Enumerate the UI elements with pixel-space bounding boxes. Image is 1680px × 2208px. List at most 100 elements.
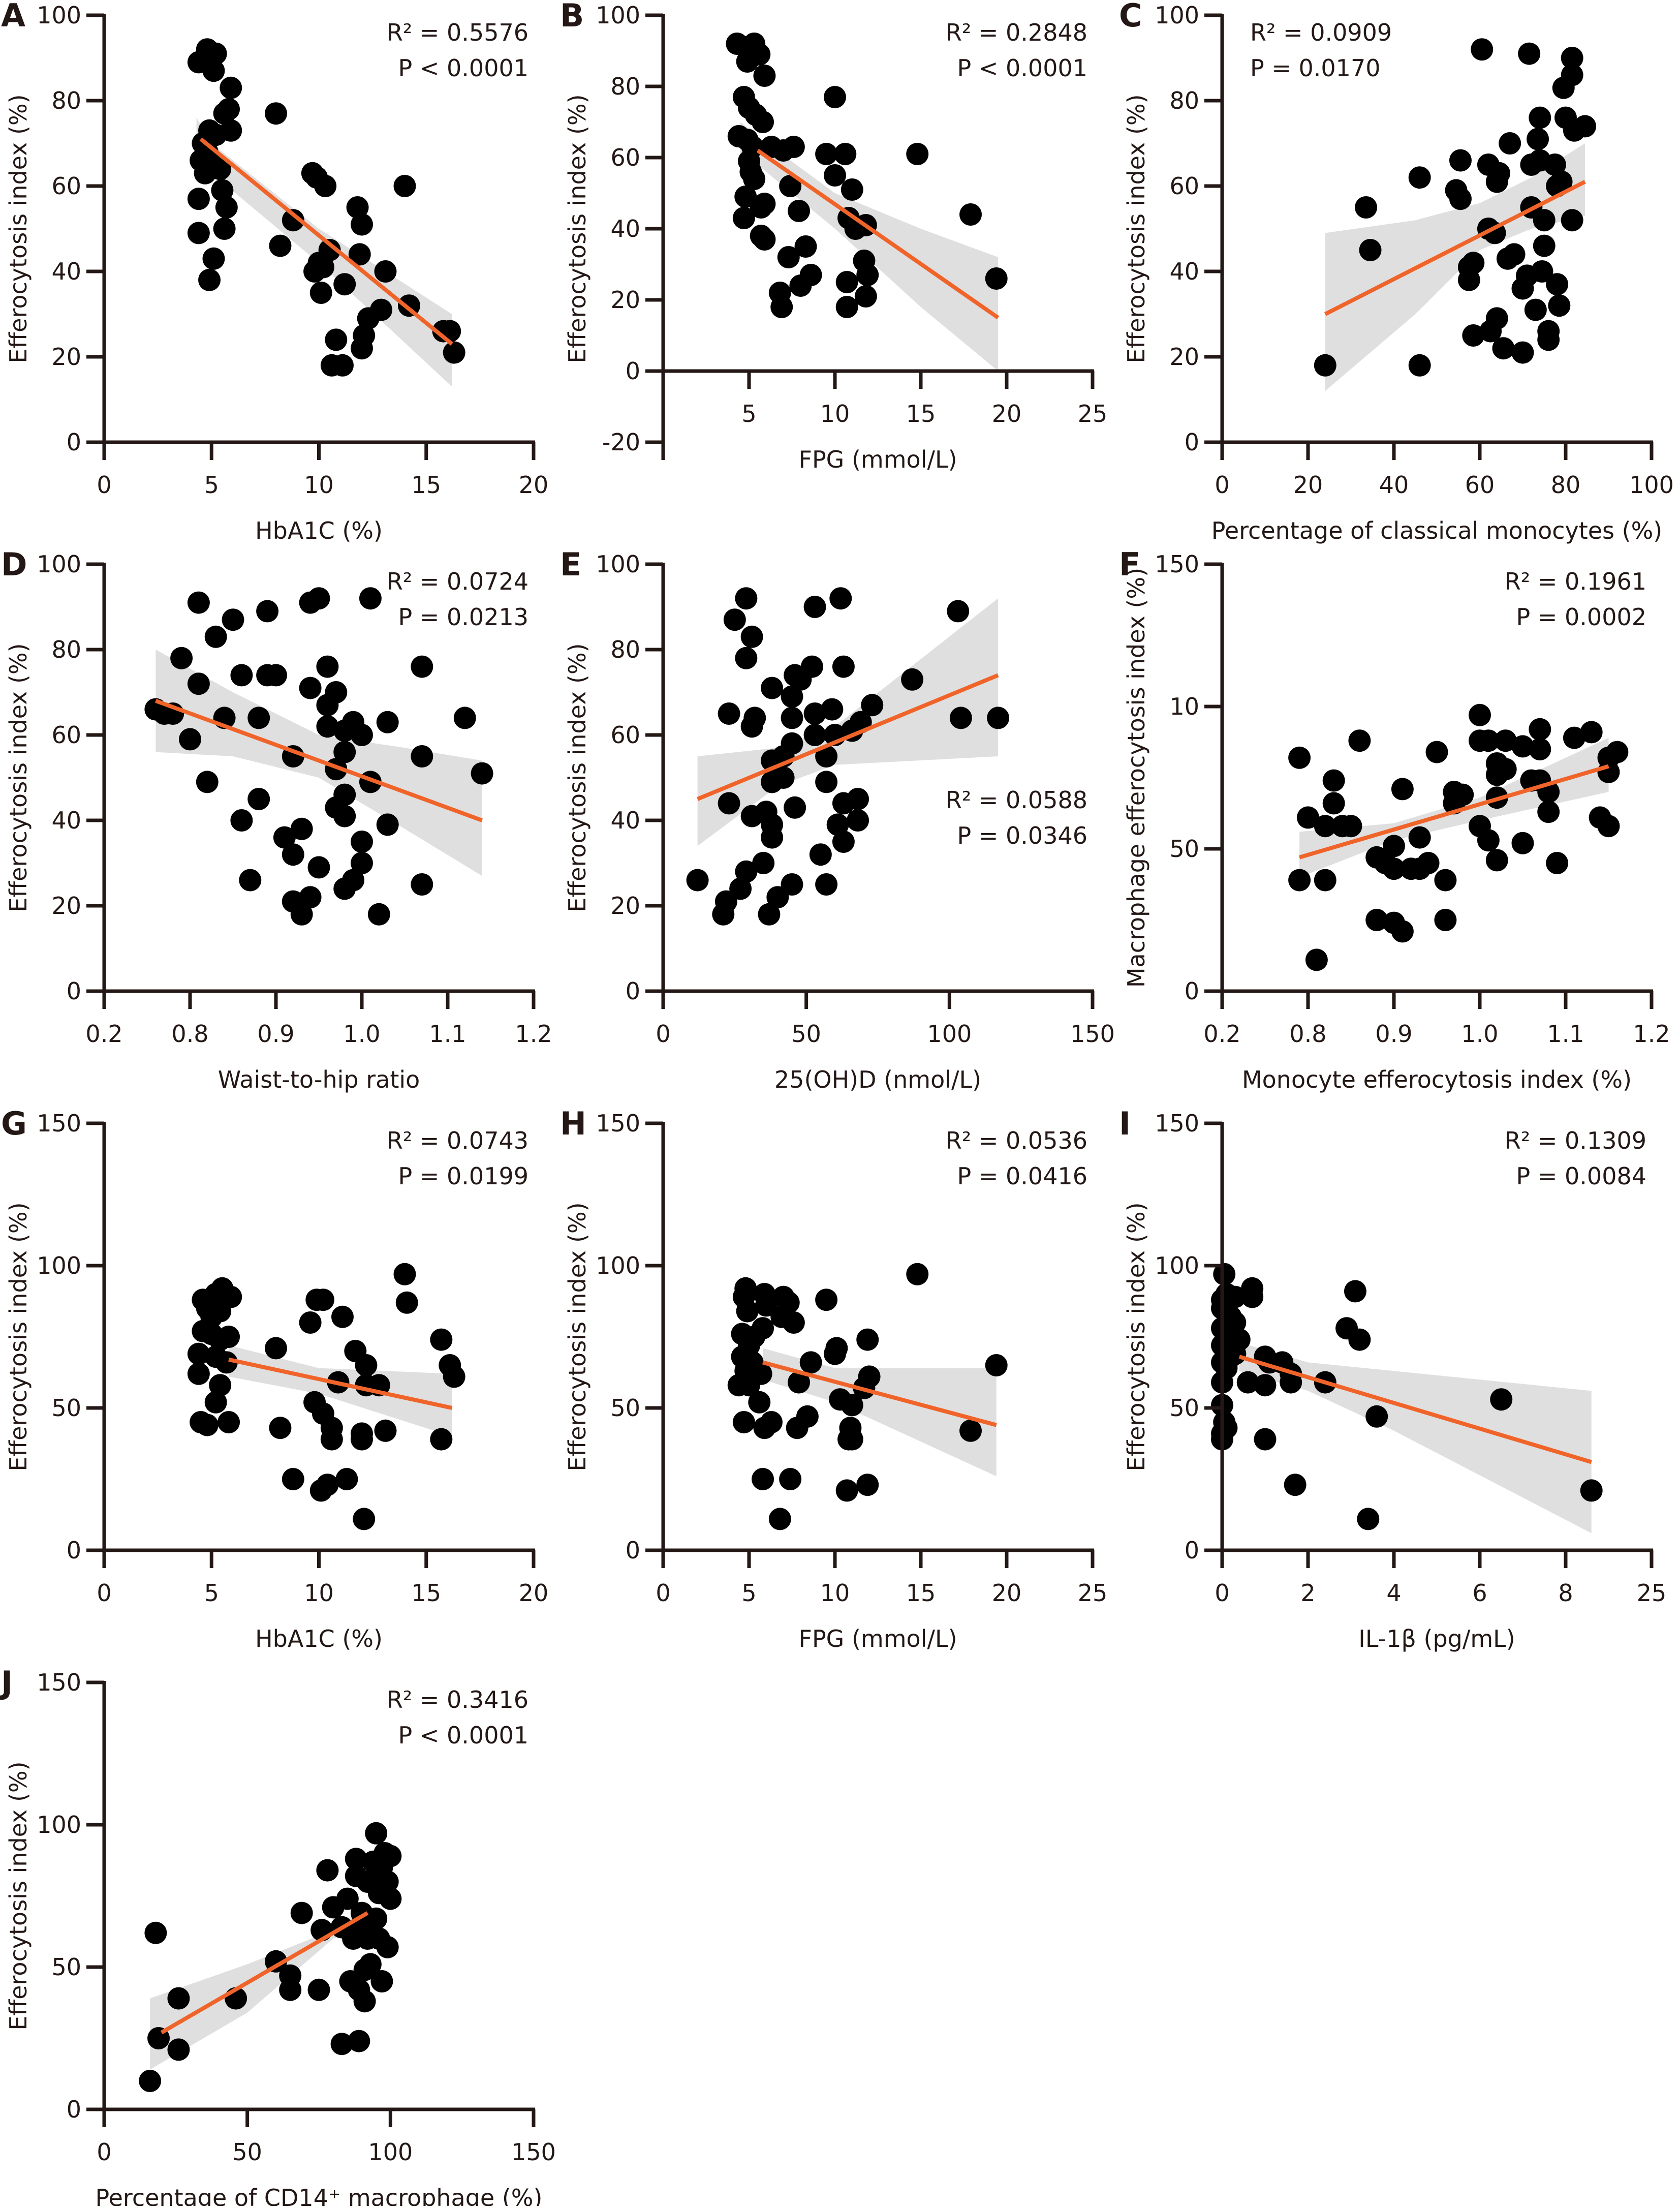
data-point bbox=[735, 587, 758, 610]
p-value-label: P = 0.0002 bbox=[1516, 603, 1646, 631]
x-tick-label: 100 bbox=[927, 1020, 972, 1048]
data-point bbox=[312, 1289, 334, 1311]
x-axis-label: IL-1β (pg/mL) bbox=[1358, 1625, 1515, 1652]
y-tick-label: 0 bbox=[1185, 428, 1199, 456]
data-point bbox=[333, 805, 356, 827]
data-point bbox=[1550, 170, 1573, 193]
x-tick-label: 1.1 bbox=[429, 1020, 466, 1048]
x-tick-label: 0 bbox=[97, 2138, 111, 2166]
data-point bbox=[1383, 857, 1405, 880]
data-point bbox=[856, 1328, 879, 1351]
data-point bbox=[1552, 76, 1575, 99]
data-point bbox=[832, 655, 855, 678]
y-tick-label: 80 bbox=[610, 73, 640, 100]
x-tick-label: 5 bbox=[741, 1579, 756, 1607]
data-point bbox=[307, 856, 330, 879]
data-point bbox=[1288, 746, 1311, 769]
data-point bbox=[766, 886, 789, 909]
data-point bbox=[752, 1468, 774, 1490]
y-tick-label: 50 bbox=[51, 1953, 81, 1981]
data-point bbox=[346, 196, 369, 219]
data-point bbox=[834, 143, 857, 165]
data-point bbox=[1546, 273, 1569, 296]
data-point bbox=[351, 852, 373, 874]
x-tick-label: 10 bbox=[304, 471, 334, 499]
data-point bbox=[959, 203, 982, 226]
data-point bbox=[167, 1987, 190, 2010]
data-point bbox=[273, 826, 296, 849]
data-point bbox=[1254, 1374, 1277, 1397]
data-point bbox=[753, 228, 776, 251]
y-axis-label: Efferocytosis index (%) bbox=[564, 643, 591, 912]
r-squared-label: R² = 0.0909 bbox=[1250, 19, 1392, 46]
data-point bbox=[743, 168, 766, 190]
data-point bbox=[1314, 354, 1336, 377]
data-point bbox=[901, 668, 924, 691]
data-point bbox=[856, 264, 879, 286]
x-tick-label: 20 bbox=[992, 1579, 1022, 1607]
y-axis-label: Efferocytosis index (%) bbox=[1123, 1202, 1150, 1471]
data-point bbox=[209, 158, 232, 180]
data-point bbox=[803, 724, 826, 746]
x-tick-label: 25 bbox=[1637, 1579, 1667, 1607]
data-point bbox=[333, 273, 356, 296]
data-point bbox=[686, 869, 709, 892]
y-tick-label: 80 bbox=[51, 87, 81, 114]
data-point bbox=[1344, 1280, 1366, 1303]
data-point bbox=[1322, 792, 1345, 815]
data-point bbox=[247, 788, 270, 810]
y-tick-label: 100 bbox=[37, 1252, 81, 1279]
r-squared-label: R² = 0.3416 bbox=[387, 1686, 528, 1713]
panel-letter: A bbox=[1, 0, 25, 34]
data-point bbox=[1485, 763, 1508, 786]
data-point bbox=[1391, 778, 1414, 801]
data-point bbox=[376, 711, 399, 733]
data-point bbox=[1485, 170, 1508, 193]
y-tick-label: 50 bbox=[1169, 1394, 1199, 1422]
data-point bbox=[376, 813, 399, 836]
data-point bbox=[1477, 729, 1500, 752]
data-point bbox=[179, 728, 201, 751]
confidence-band bbox=[1325, 143, 1585, 391]
data-point bbox=[374, 260, 397, 283]
r-squared-label: R² = 0.1961 bbox=[1505, 568, 1646, 595]
data-point bbox=[269, 234, 292, 257]
x-tick-label: 20 bbox=[519, 1579, 549, 1607]
data-point bbox=[1391, 920, 1414, 943]
data-point bbox=[370, 1970, 393, 1992]
data-point bbox=[1511, 341, 1534, 364]
data-point bbox=[348, 2030, 370, 2052]
data-point bbox=[750, 196, 772, 219]
data-point bbox=[282, 1468, 304, 1490]
x-tick-label: 150 bbox=[511, 2138, 556, 2166]
data-point bbox=[854, 285, 877, 308]
data-point bbox=[781, 873, 803, 896]
y-axis-label: Efferocytosis index (%) bbox=[5, 1761, 32, 2030]
r-squared-label: R² = 0.0588 bbox=[946, 786, 1087, 814]
data-point bbox=[1365, 909, 1388, 931]
x-tick-label: 0.2 bbox=[1203, 1020, 1240, 1048]
data-point bbox=[282, 843, 304, 866]
panel-g: G 0 50 100 150 0 5 10 15 20 HbA1C (%) Efferocytosis… bbox=[1, 1105, 548, 1652]
x-tick-label: 6 bbox=[1472, 1579, 1487, 1607]
panel-e: E 0 20 40 60 80 100 0 50 100 150 25(OH)D (nmol/L) Ef… bbox=[560, 546, 1115, 1093]
data-point bbox=[1527, 128, 1549, 150]
data-point bbox=[320, 1428, 343, 1451]
x-tick-label: 20 bbox=[1293, 471, 1323, 499]
y-axis-label: Efferocytosis index (%) bbox=[1123, 94, 1150, 363]
data-point bbox=[1529, 106, 1551, 129]
regression-line bbox=[1324, 180, 1586, 316]
x-tick-label: 15 bbox=[411, 1579, 441, 1607]
data-point bbox=[824, 164, 846, 187]
y-tick-label: 100 bbox=[1155, 1252, 1199, 1279]
data-point bbox=[222, 608, 244, 631]
data-point bbox=[213, 218, 236, 240]
data-point bbox=[265, 1337, 287, 1360]
data-point bbox=[1597, 760, 1620, 783]
r-squared-label: R² = 0.5576 bbox=[387, 19, 528, 46]
data-point bbox=[832, 831, 855, 853]
regression-line bbox=[756, 148, 1000, 320]
data-point bbox=[443, 1365, 465, 1388]
data-point bbox=[1537, 801, 1560, 823]
